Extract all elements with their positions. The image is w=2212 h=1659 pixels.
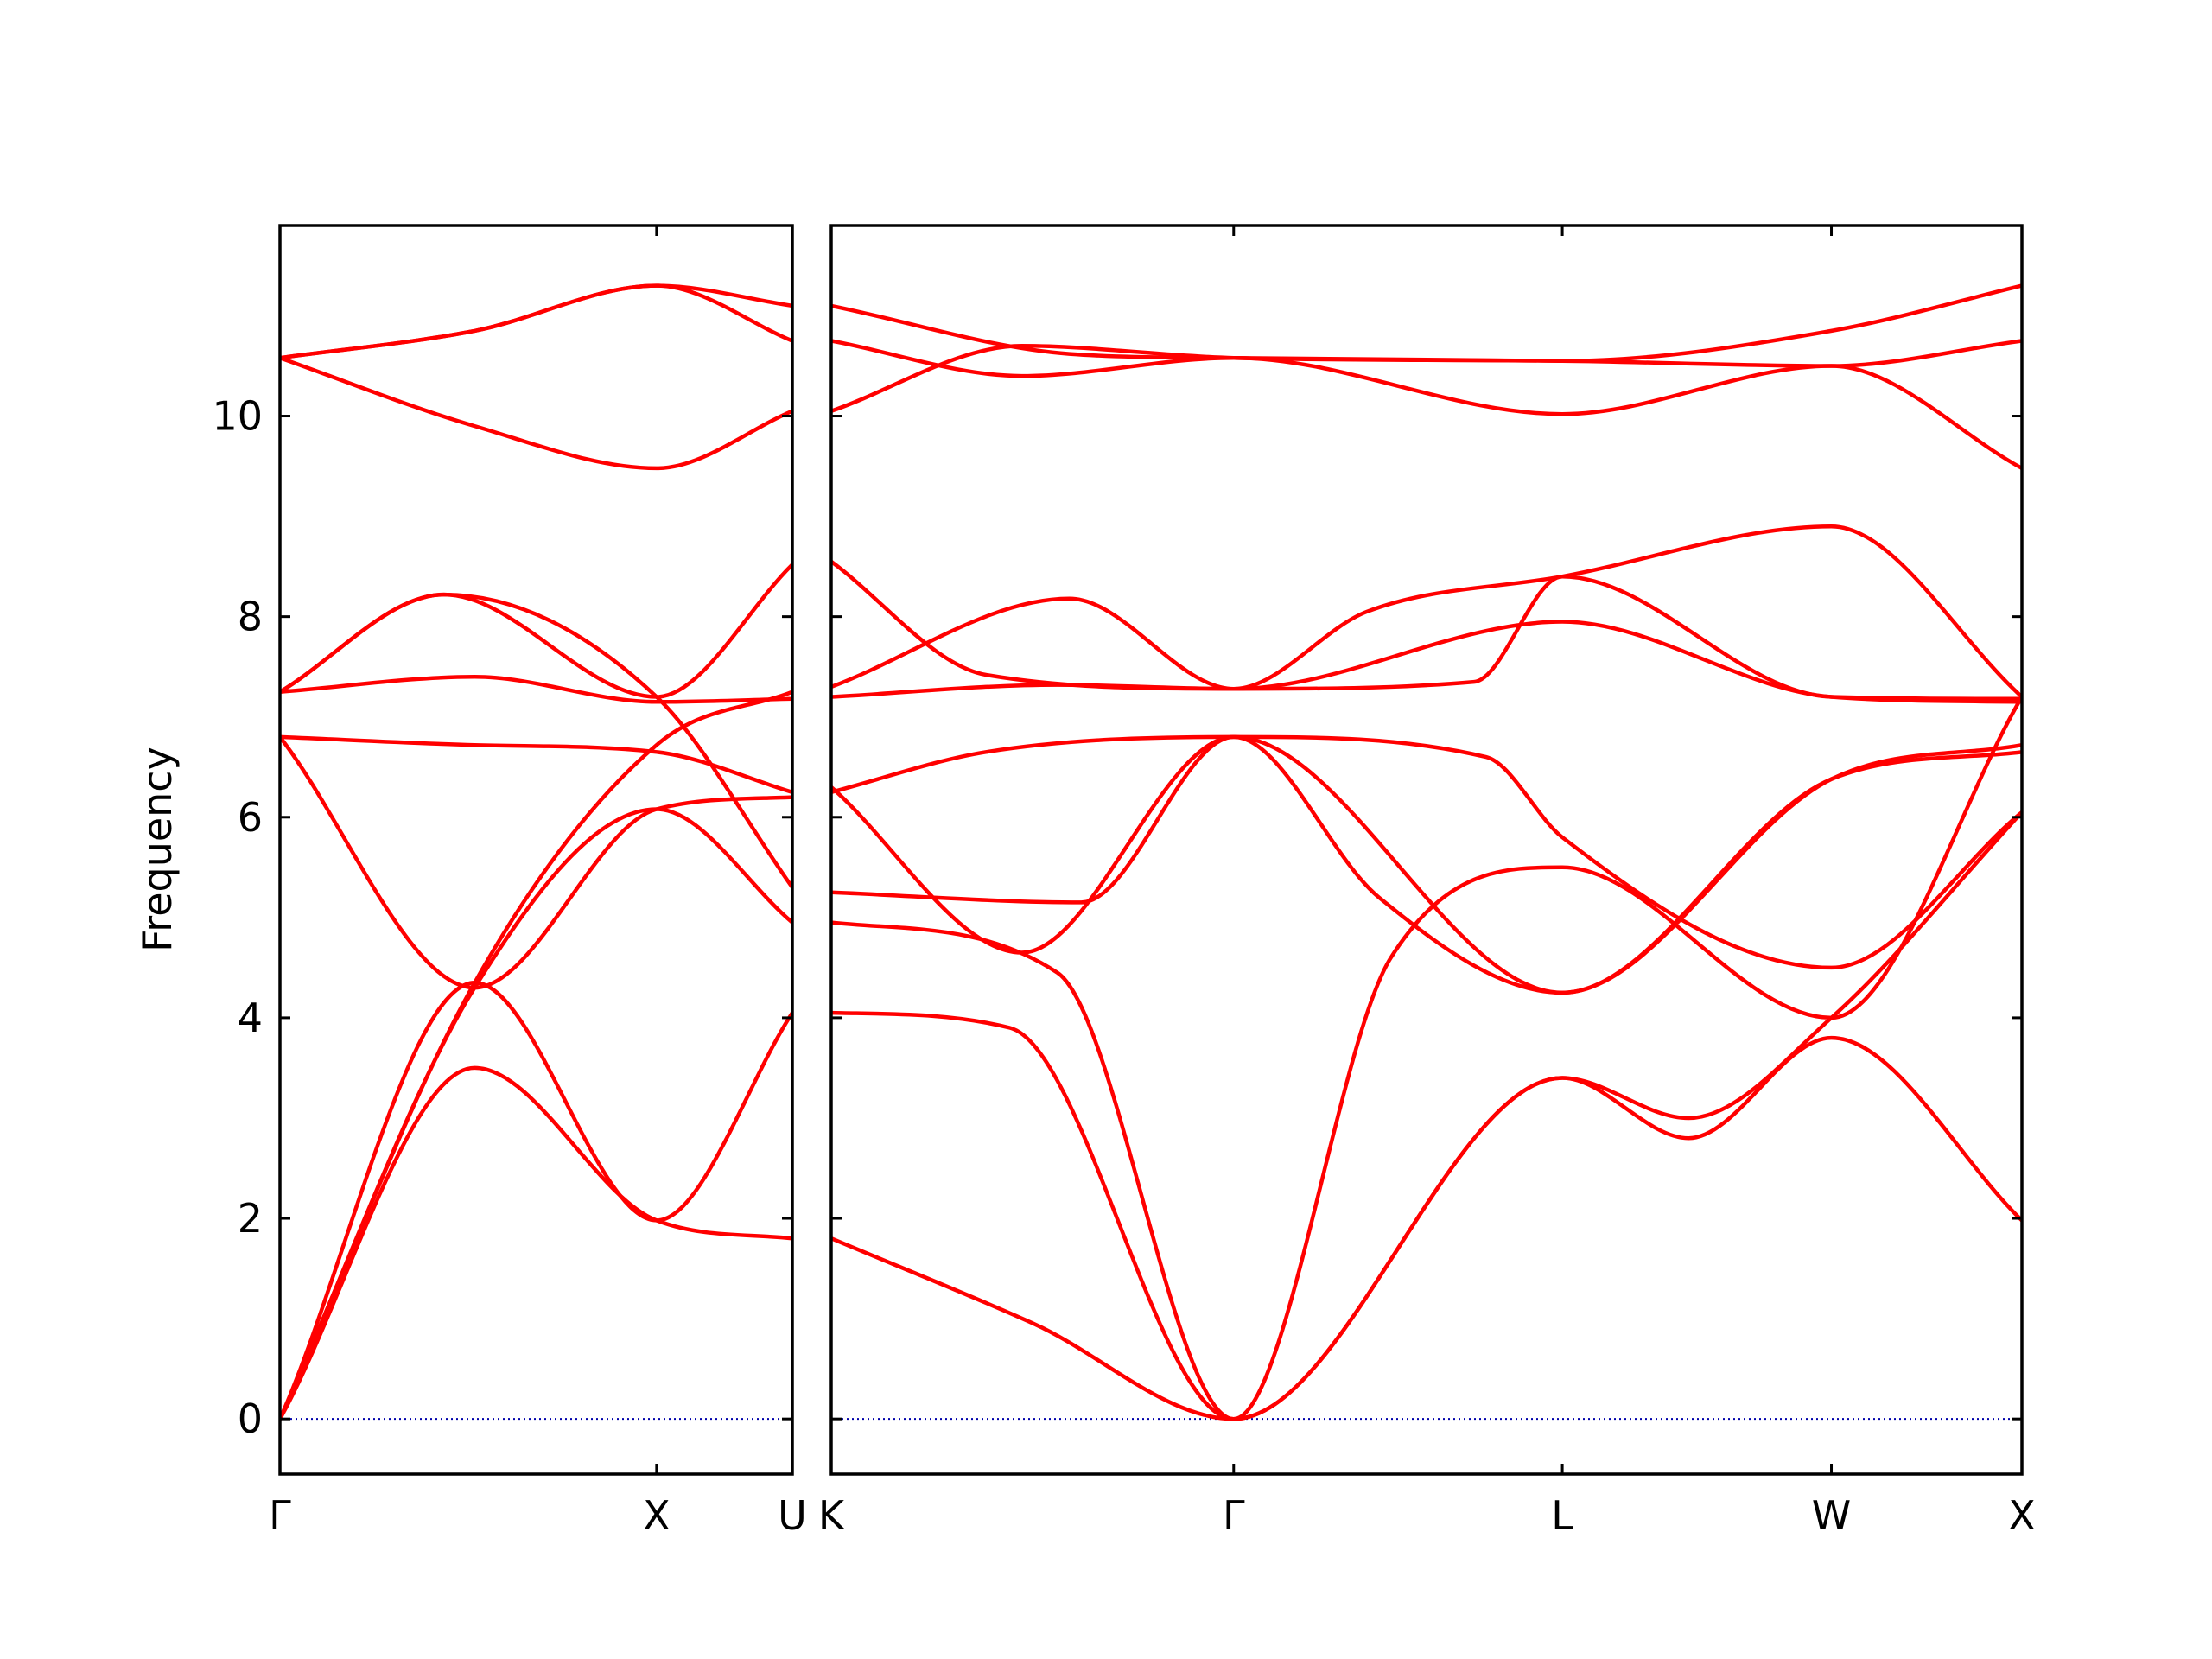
- panel-frame: [830, 224, 2024, 1476]
- x-tick-label: Γ: [269, 1492, 291, 1539]
- band-line-2: [280, 981, 792, 1421]
- x-tick-label: U: [778, 1492, 807, 1539]
- y-tick-label: 2: [238, 1195, 263, 1242]
- band-line-7: [280, 675, 792, 704]
- x-tick-label: W: [1812, 1492, 1851, 1539]
- x-tick-label: Γ: [1223, 1492, 1245, 1539]
- band-group: [280, 283, 792, 1421]
- band-line-11: [831, 339, 2022, 471]
- band-line-9: [831, 524, 2022, 699]
- band-line-6: [831, 734, 2022, 995]
- band-line-8: [831, 559, 2022, 702]
- chart-panels: Γ X U 0 2 4 6 8 10 K Γ L W X: [212, 224, 2036, 1539]
- y-tick-label: 4: [238, 995, 263, 1041]
- band-line-1: [280, 1065, 792, 1421]
- band-group: [831, 283, 2022, 1421]
- y-tick-label: 8: [238, 594, 263, 640]
- band-line-6: [280, 690, 792, 1421]
- y-tick-label: 0: [238, 1395, 263, 1442]
- panel-frame: [278, 224, 794, 1476]
- y-tick-label: 6: [238, 794, 263, 841]
- band-line-3: [831, 695, 2022, 1421]
- y-tick-label: 10: [212, 393, 263, 440]
- y-axis-label: Frequency: [134, 747, 181, 952]
- band-line-5: [831, 734, 2022, 970]
- band-line-10: [280, 355, 792, 471]
- band-line-12: [280, 283, 792, 360]
- x-tick-label: L: [1551, 1492, 1573, 1539]
- x-tick-label: X: [643, 1492, 671, 1539]
- band-line-9: [280, 563, 792, 699]
- x-tick-label: K: [818, 1492, 846, 1539]
- band-line-4: [280, 734, 792, 990]
- x-tick-label: X: [2008, 1492, 2036, 1539]
- band-line-12: [831, 339, 2022, 413]
- band-line-5: [280, 734, 792, 795]
- panel-1: Γ X U 0 2 4 6 8 10: [212, 224, 807, 1539]
